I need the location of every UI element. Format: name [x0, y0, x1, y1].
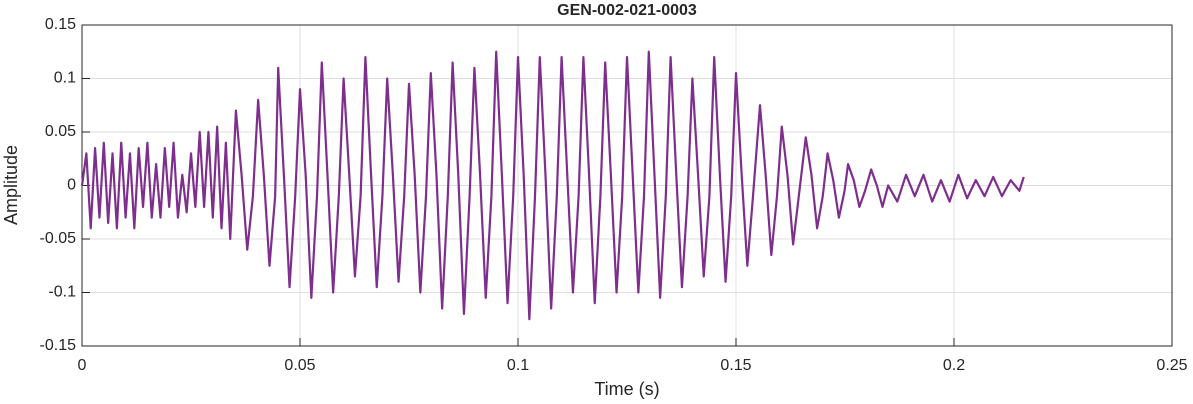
- x-tick-label: 0.1: [507, 357, 529, 374]
- y-axis-label: Amplitude: [1, 145, 21, 225]
- x-tick-label: 0.15: [720, 357, 751, 374]
- y-tick-label: -0.15: [40, 337, 77, 354]
- y-tick-label: 0.05: [45, 123, 76, 140]
- x-tick-label: 0: [78, 357, 87, 374]
- y-tick-label: 0.1: [54, 70, 76, 87]
- y-tick-label: 0: [67, 177, 76, 194]
- x-tick-label: 0.2: [943, 357, 965, 374]
- y-tick-label: -0.1: [48, 284, 76, 301]
- y-tick-label: -0.05: [40, 230, 77, 247]
- y-tick-label: 0.15: [45, 16, 76, 33]
- x-tick-label: 0.05: [284, 357, 315, 374]
- chart-title: GEN-002-021-0003: [557, 2, 697, 19]
- x-tick-label: 0.25: [1156, 357, 1187, 374]
- waveform-line: [80, 50, 1025, 321]
- x-axis-label: Time (s): [594, 379, 659, 399]
